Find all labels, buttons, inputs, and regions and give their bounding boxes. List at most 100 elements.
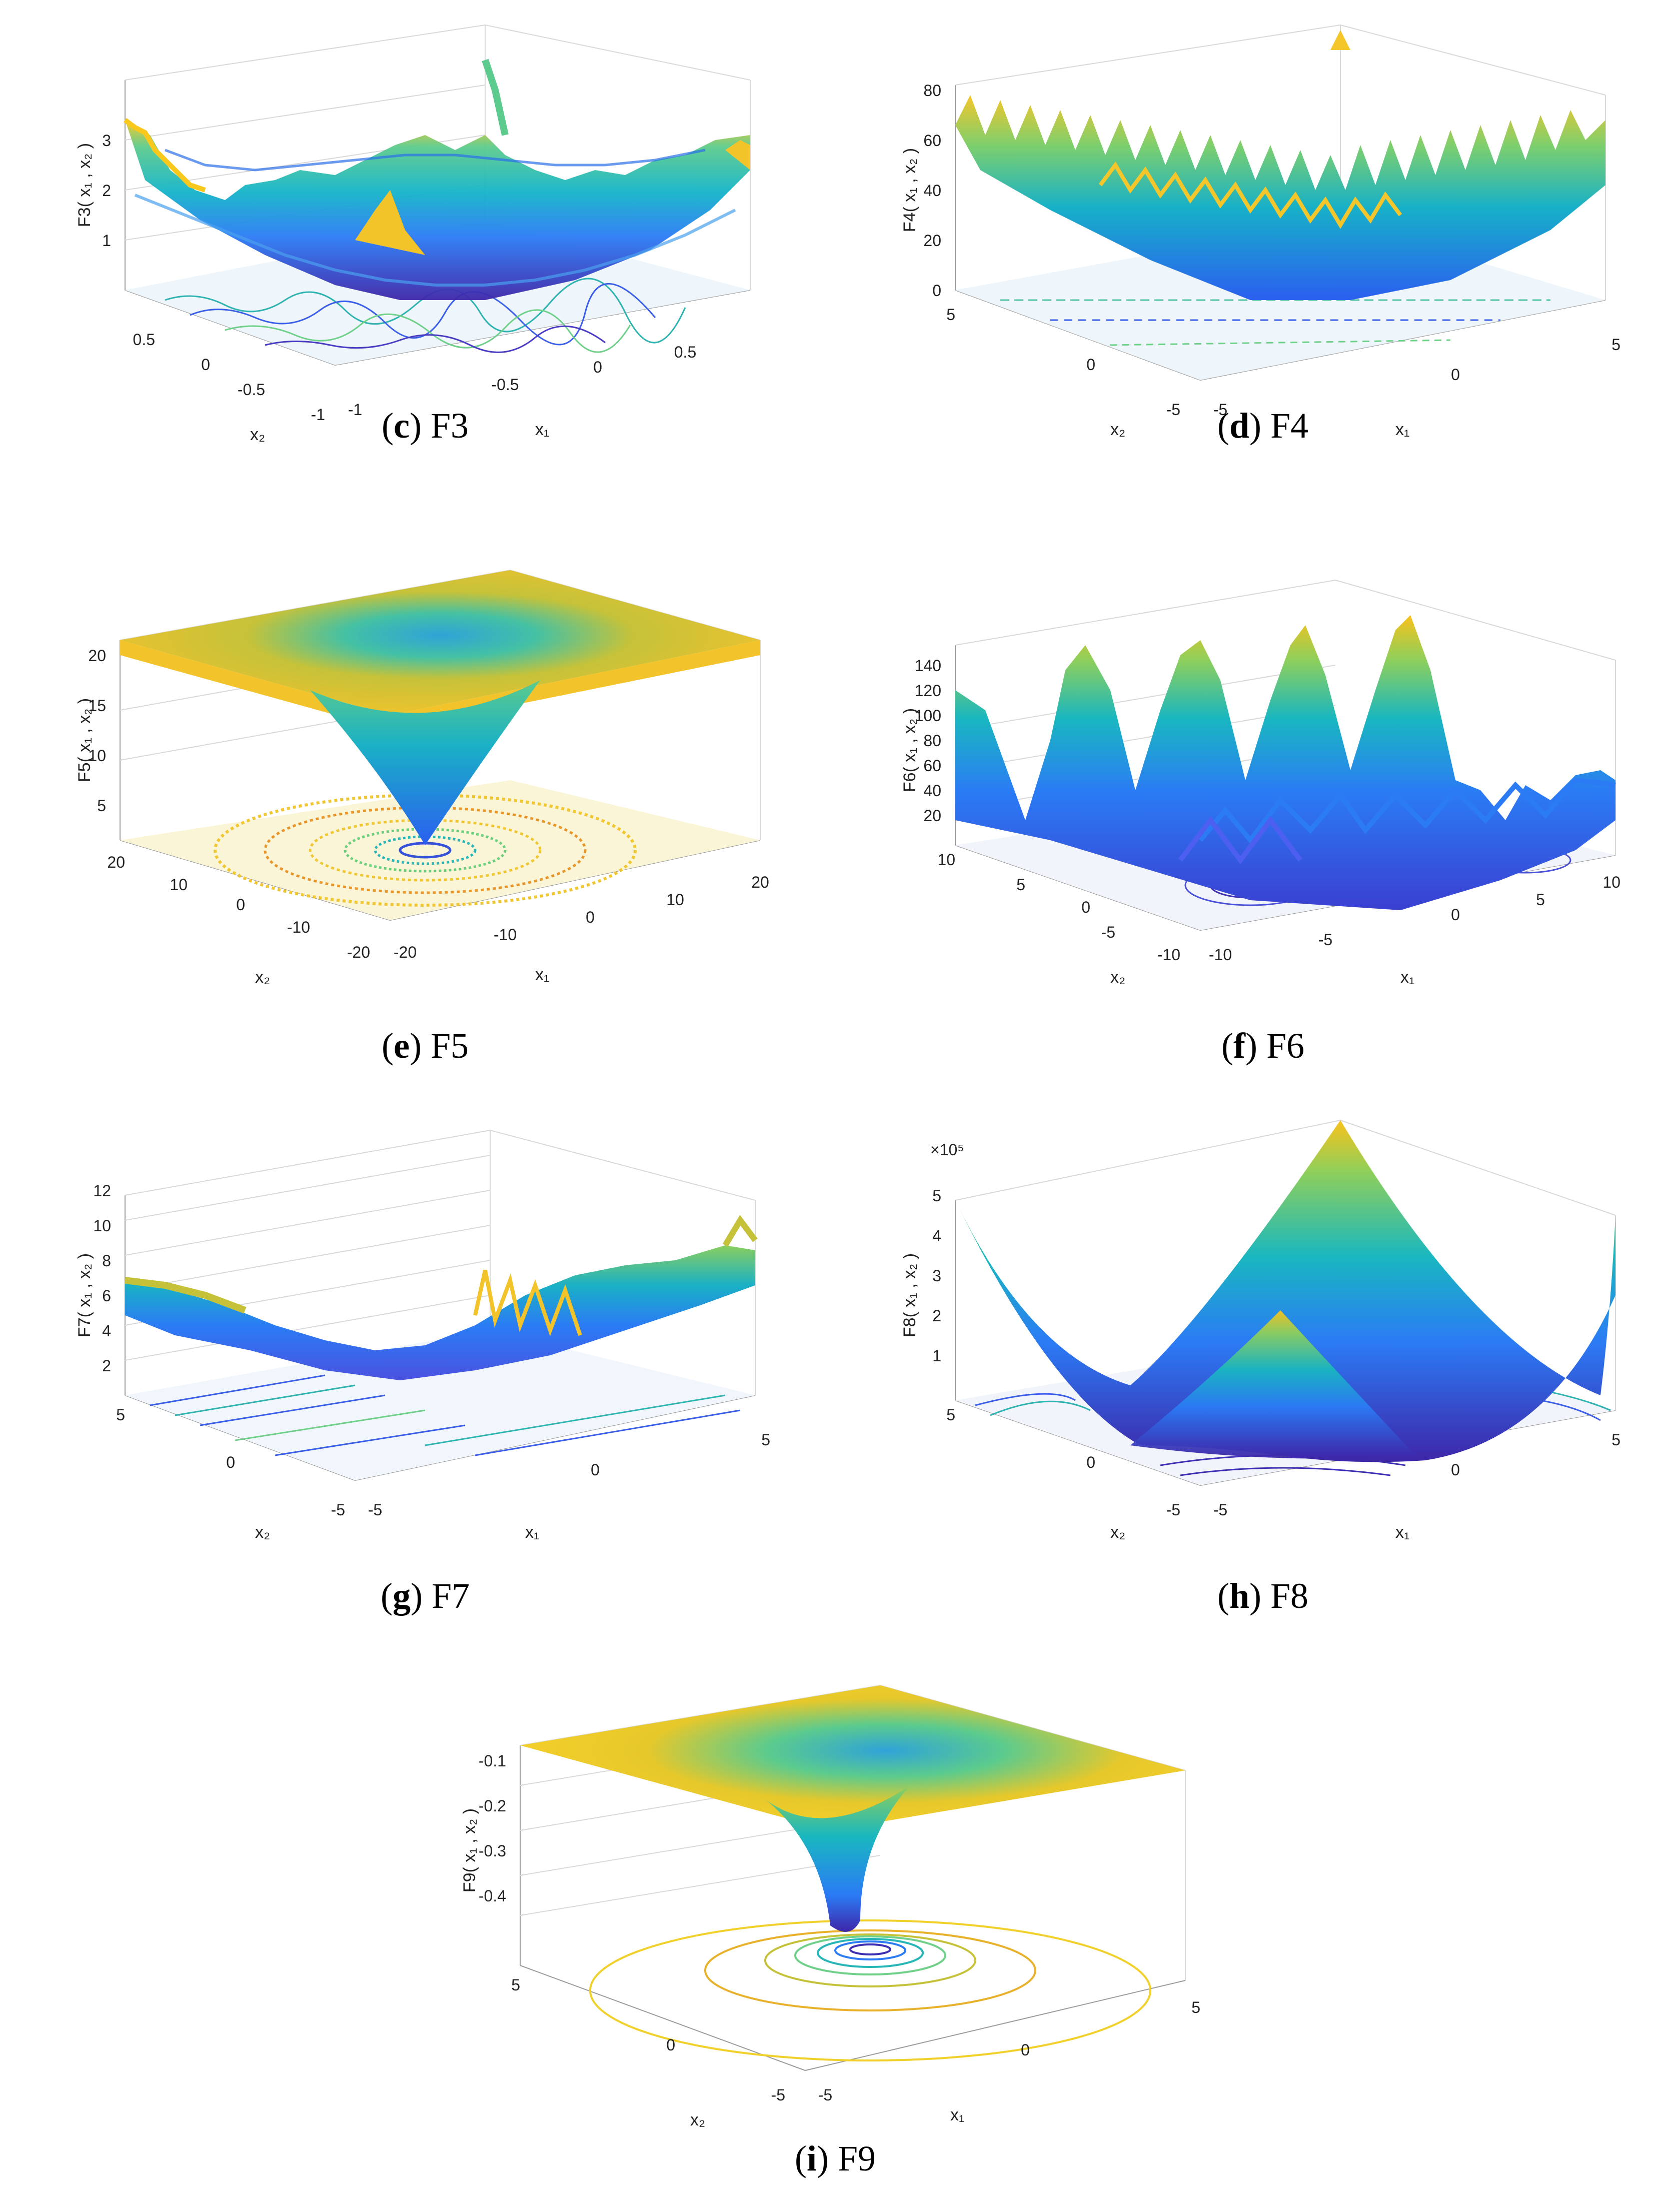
- y-tick: 0: [1081, 898, 1090, 916]
- x-ticks: -1 -0.5 0 0.5: [348, 343, 696, 419]
- caption-f7: (g) F7: [380, 1576, 470, 1616]
- z-tick: 60: [923, 757, 941, 775]
- z-tick: -0.1: [479, 1752, 506, 1770]
- y-axis-label: x₂: [690, 2110, 705, 2129]
- y-tick: -5: [1101, 923, 1115, 941]
- y-ticks: -5 0 5: [116, 1406, 345, 1519]
- plot-f3: 1 2 3 F3( x₁ , x₂ ) -1 -0.5 0 0.5 x₂ -1 …: [75, 25, 751, 444]
- x-tick: 0: [1021, 2041, 1030, 2059]
- z-axis-label: F5( x₁ , x₂ ): [75, 698, 94, 782]
- x-tick: -10: [494, 926, 517, 944]
- z-tick: -0.2: [479, 1797, 506, 1815]
- z-tick: 6: [102, 1287, 111, 1305]
- y-tick: 0: [1086, 356, 1095, 374]
- contour-plane: [125, 1330, 755, 1480]
- z-ticks: 5 10 15 20: [88, 647, 106, 815]
- y-axis-label: x₂: [255, 1523, 270, 1542]
- z-tick: 140: [915, 657, 941, 675]
- y-tick: -5: [331, 1501, 345, 1519]
- x-axis-label: x₁: [1395, 1523, 1409, 1542]
- z-tick: 5: [97, 797, 106, 815]
- z-tick: 2: [102, 182, 111, 200]
- z-tick: 3: [932, 1267, 941, 1285]
- surface: [120, 570, 760, 845]
- x-tick: 10: [666, 891, 684, 909]
- x-ticks: -5 0 5: [818, 1998, 1200, 2104]
- z-tick: 40: [923, 782, 941, 800]
- surface: [124, 59, 750, 300]
- z-axis-label: F9( x₁ , x₂ ): [460, 1808, 479, 1892]
- y-tick: -0.5: [238, 381, 265, 399]
- y-tick: 0: [201, 356, 210, 374]
- y-tick: 5: [1016, 876, 1025, 894]
- z-tick: 1: [932, 1347, 941, 1365]
- z-axis-label: F4( x₁ , x₂ ): [900, 148, 919, 232]
- z-tick: 60: [923, 132, 941, 150]
- y-tick: 0.5: [133, 331, 155, 349]
- z-tick: 20: [923, 232, 941, 250]
- x-axis-label: x₁: [525, 1523, 539, 1542]
- z-tick: 15: [88, 697, 106, 715]
- caption-f9: (i) F9: [794, 2138, 876, 2178]
- x-tick: -10: [1209, 946, 1232, 964]
- panel-f9: -0.4 -0.3 -0.2 -0.1 F9( x₁ , x₂ ) -5 0 5…: [460, 1680, 1210, 2185]
- x-tick: 0: [591, 1461, 600, 1479]
- y-ticks: -1 -0.5 0 0.5: [133, 331, 325, 424]
- caption-f8: (h) F8: [1217, 1576, 1309, 1616]
- y-axis-label: x₂: [1110, 420, 1125, 439]
- x-tick: -1: [348, 401, 362, 419]
- caption-f3: (c) F3: [382, 406, 469, 446]
- x-tick: 5: [1611, 336, 1620, 354]
- caption-function: F7: [431, 1576, 470, 1616]
- x-tick: 10: [1602, 873, 1620, 891]
- z-tick: 10: [93, 1217, 111, 1235]
- x-axis-label: x₁: [535, 965, 549, 984]
- caption-function: F9: [837, 2138, 876, 2178]
- caption-f6: (f) F6: [1221, 1026, 1304, 1066]
- z-tick: 2: [932, 1307, 941, 1325]
- caption-letter: g: [392, 1576, 411, 1616]
- surface: [520, 1685, 1185, 1932]
- z-tick: -0.4: [479, 1887, 506, 1905]
- plot-f9: -0.4 -0.3 -0.2 -0.1 F9( x₁ , x₂ ) -5 0 5…: [460, 1685, 1200, 2129]
- caption-function: F3: [430, 406, 469, 446]
- x-tick: -5: [1318, 931, 1332, 949]
- z-ticks: 20 40 60 80 100 120 140: [915, 657, 941, 825]
- y-tick: 5: [946, 306, 955, 324]
- x-axis-label: x₁: [535, 420, 549, 439]
- z-multiplier: ×10⁵: [930, 1141, 964, 1159]
- x-tick: 0: [1451, 1461, 1460, 1479]
- surface: [125, 1215, 758, 1380]
- y-tick: 5: [511, 1976, 520, 1994]
- z-tick: 0: [932, 282, 941, 300]
- surface: [955, 615, 1616, 910]
- z-tick: 20: [88, 647, 106, 665]
- panel-f5: 5 10 15 20 F5( x₁ , x₂ ) -20 -10 0 10 20…: [75, 560, 775, 1070]
- y-tick: -20: [347, 943, 370, 961]
- caption-function: F6: [1266, 1026, 1304, 1066]
- z-tick: 2: [102, 1357, 111, 1375]
- z-tick: 40: [923, 182, 941, 200]
- panel-f7: 2 4 6 8 10 12 F7( x₁ , x₂ ) -5 0 5 x₂ -5…: [75, 1115, 775, 1625]
- x-tick: 5: [1191, 1998, 1200, 2016]
- z-ticks: 1 2 3 4 5: [932, 1187, 941, 1365]
- x-axis-label: x₁: [950, 2105, 964, 2124]
- surface: [955, 30, 1605, 300]
- z-ticks: -0.4 -0.3 -0.2 -0.1: [479, 1752, 506, 1905]
- z-ticks: 0 20 40 60 80: [923, 82, 941, 300]
- panel-f6: 20 40 60 80 100 120 140 F6( x₁ , x₂ ) -1…: [900, 560, 1625, 1070]
- z-tick: -0.3: [479, 1842, 506, 1860]
- z-tick: 5: [932, 1187, 941, 1205]
- x-tick: 5: [761, 1431, 770, 1449]
- x-tick: -0.5: [491, 376, 519, 394]
- y-axis-label: x₂: [1110, 968, 1125, 987]
- y-tick: -1: [311, 406, 325, 424]
- x-axis-label: x₁: [1395, 420, 1409, 439]
- x-tick: 0: [586, 908, 595, 926]
- x-tick: -5: [1213, 401, 1227, 419]
- z-tick: 80: [923, 82, 941, 100]
- x-tick: 0: [1451, 906, 1460, 924]
- caption-f5: (e) F5: [382, 1026, 469, 1066]
- x-ticks: -20 -10 0 10 20: [394, 873, 769, 961]
